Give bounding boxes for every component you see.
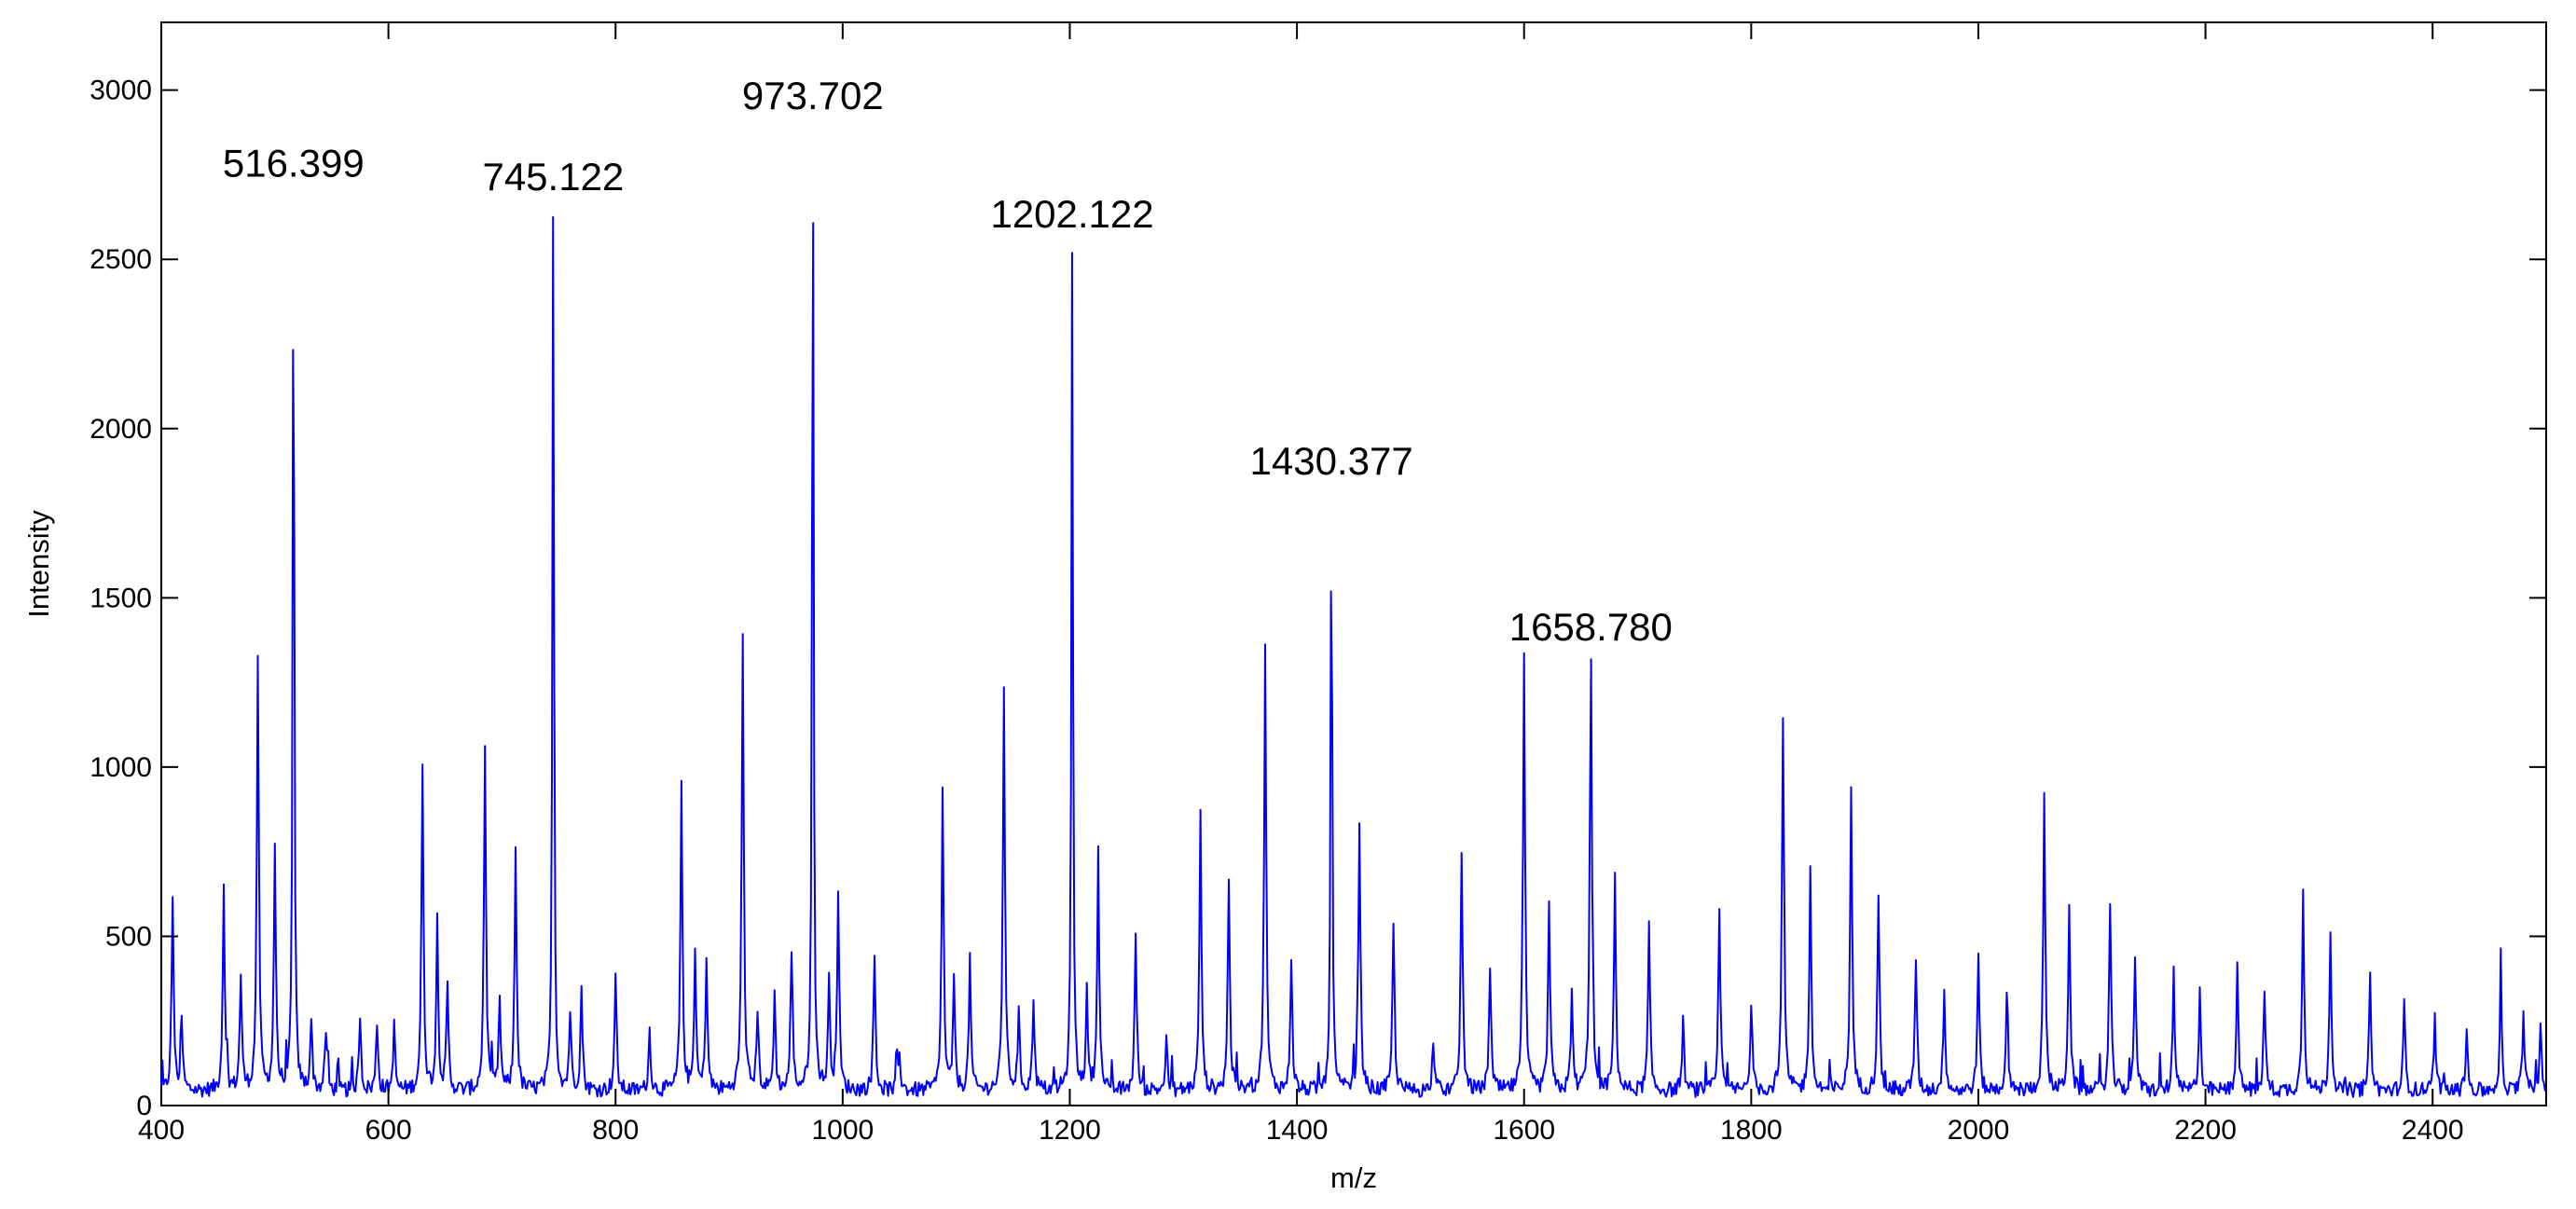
y-tick-label: 0	[136, 1091, 152, 1121]
x-tick-label: 1600	[1493, 1115, 1555, 1146]
x-tick-label: 800	[592, 1115, 639, 1146]
x-axis-label: m/z	[1330, 1161, 1377, 1194]
peak-label: 1658.780	[1509, 605, 1673, 649]
y-tick-label: 2000	[90, 414, 152, 445]
peak-label: 1430.377	[1250, 439, 1413, 483]
y-axis-label: Intensity	[22, 510, 55, 618]
x-tick-label: 2200	[2174, 1115, 2237, 1146]
x-tick-label: 600	[365, 1115, 412, 1146]
y-tick-label: 2500	[90, 244, 152, 275]
peak-annotations: 516.399 745.122 973.702 1202.122 1430.377 165…	[223, 74, 1673, 649]
y-tick-label: 1000	[90, 752, 152, 783]
peak-label: 745.122	[482, 155, 624, 199]
y-tick-label: 1500	[90, 583, 152, 613]
y-axis-ticks: 0 500 1000 1500 2000 2500 3000	[90, 76, 2546, 1121]
x-tick-label: 1200	[1039, 1115, 1101, 1146]
x-axis-ticks: 400 600 800 1000 1200 1400 1600 1800 2000 2200 240…	[138, 22, 2464, 1146]
y-tick-label: 500	[105, 921, 152, 952]
spectrum-series-line	[160, 215, 2547, 1098]
y-tick-label: 3000	[90, 76, 152, 106]
peak-label: 1202.122	[990, 192, 1153, 236]
x-tick-label: 2000	[1948, 1115, 2010, 1146]
x-tick-label: 2400	[2402, 1115, 2464, 1146]
plot-area: 400 600 800 1000 1200 1400 1600 1800 2000 2200 240…	[90, 21, 2547, 1146]
x-tick-label: 1000	[811, 1115, 874, 1146]
peak-label: 973.702	[742, 74, 884, 117]
axes-box	[160, 21, 2547, 1106]
peak-label: 516.399	[223, 142, 365, 185]
x-tick-label: 1800	[1720, 1115, 1783, 1146]
x-tick-label: 400	[138, 1115, 185, 1146]
x-tick-label: 1400	[1266, 1115, 1329, 1146]
